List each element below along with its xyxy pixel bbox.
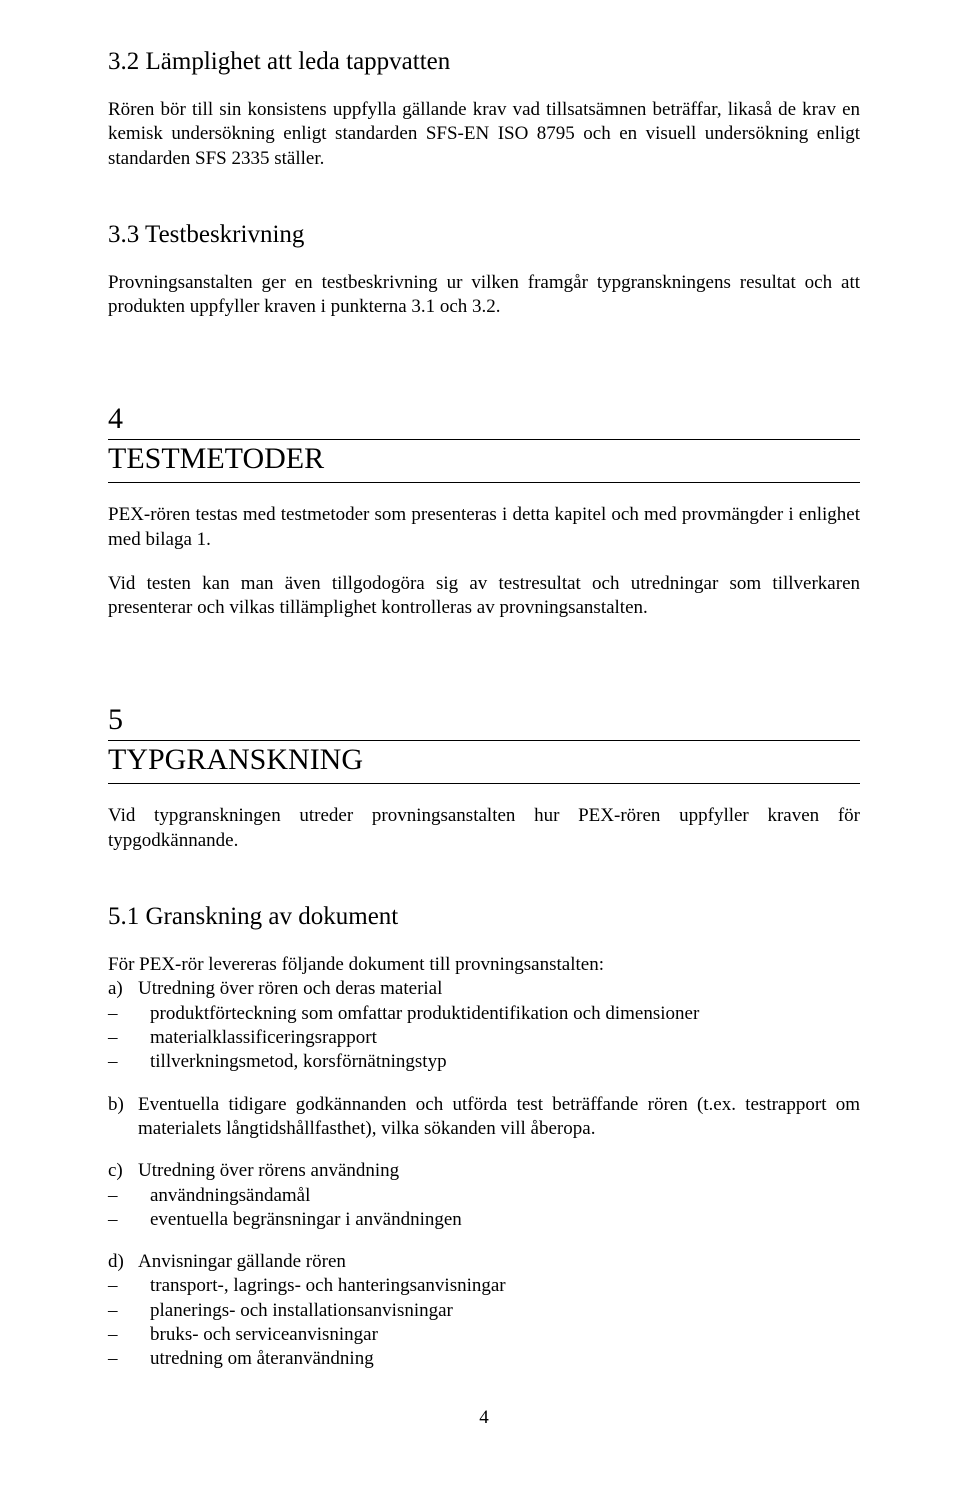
dash-item-text: eventuella begränsningar i användningen: [150, 1208, 860, 1232]
para-3-3: Provningsanstalten ger en testbeskrivnin…: [108, 271, 860, 320]
dash-item-text: utredning om återanvändning: [150, 1347, 860, 1371]
dash-icon: –: [108, 1050, 150, 1074]
dash-item-text: planerings- och installationsanvisningar: [150, 1299, 860, 1323]
dash-item-text: bruks- och serviceanvisningar: [150, 1323, 860, 1347]
section-5-title: TYPGRANSKNING: [108, 741, 860, 784]
list-marker: a): [108, 977, 130, 1001]
dash-item: – planerings- och installationsanvisning…: [108, 1299, 860, 1323]
section-5-number: 5: [108, 701, 860, 741]
list-marker: b): [108, 1093, 130, 1142]
dash-icon: –: [108, 1347, 150, 1371]
list-item-c: c) Utredning över rörens användning: [108, 1159, 860, 1183]
dash-item-text: användningsändamål: [150, 1184, 860, 1208]
para-4-2: Vid testen kan man även tillgodogöra sig…: [108, 572, 860, 621]
dash-item: – bruks- och serviceanvisningar: [108, 1323, 860, 1347]
list-item-a: a) Utredning över rören och deras materi…: [108, 977, 860, 1001]
list-item-text: Utredning över rörens användning: [138, 1159, 860, 1183]
dash-icon: –: [108, 1323, 150, 1347]
dash-icon: –: [108, 1184, 150, 1208]
dash-icon: –: [108, 1274, 150, 1298]
section-4-title: TESTMETODER: [108, 440, 860, 483]
list-group-d: d) Anvisningar gällande rören – transpor…: [108, 1250, 860, 1372]
heading-3-2: 3.2 Lämplighet att leda tappvatten: [108, 46, 860, 78]
dash-item-text: produktförteckning som omfattar produkti…: [150, 1002, 860, 1026]
para-5-1: Vid typgranskningen utreder provningsans…: [108, 804, 860, 853]
list-marker: c): [108, 1159, 130, 1183]
dash-icon: –: [108, 1026, 150, 1050]
para-4-1: PEX-rören testas med testmetoder som pre…: [108, 503, 860, 552]
dash-item-text: tillverkningsmetod, korsförnätningstyp: [150, 1050, 860, 1074]
para-3-2: Rören bör till sin konsistens uppfylla g…: [108, 98, 860, 171]
list-group-a: a) Utredning över rören och deras materi…: [108, 977, 860, 1074]
dash-item: – materialklassificeringsrapport: [108, 1026, 860, 1050]
list-group-c: c) Utredning över rörens användning – an…: [108, 1159, 860, 1232]
dash-item: – tillverkningsmetod, korsförnätningstyp: [108, 1050, 860, 1074]
list-item-text: Anvisningar gällande rören: [138, 1250, 860, 1274]
dash-item: – produktförteckning som omfattar produk…: [108, 1002, 860, 1026]
heading-3-3: 3.3 Testbeskrivning: [108, 219, 860, 251]
dash-icon: –: [108, 1208, 150, 1232]
dash-item-text: materialklassificeringsrapport: [150, 1026, 860, 1050]
heading-5-1: 5.1 Granskning av dokument: [108, 901, 860, 933]
list-item-text: Eventuella tidigare godkännanden och utf…: [138, 1093, 860, 1142]
dash-item: – användningsändamål: [108, 1184, 860, 1208]
dash-item-text: transport-, lagrings- och hanteringsanvi…: [150, 1274, 860, 1298]
dash-item: – eventuella begränsningar i användninge…: [108, 1208, 860, 1232]
list-item-d: d) Anvisningar gällande rören: [108, 1250, 860, 1274]
dash-icon: –: [108, 1002, 150, 1026]
list-group-b: b) Eventuella tidigare godkännanden och …: [108, 1093, 860, 1142]
page-number: 4: [108, 1406, 860, 1430]
dash-icon: –: [108, 1299, 150, 1323]
dash-item: – utredning om återanvändning: [108, 1347, 860, 1371]
section-4-number: 4: [108, 400, 860, 440]
list-marker: d): [108, 1250, 130, 1274]
list-item-b: b) Eventuella tidigare godkännanden och …: [108, 1093, 860, 1142]
dash-item: – transport-, lagrings- och hanteringsan…: [108, 1274, 860, 1298]
list-intro-5-1: För PEX-rör levereras följande dokument …: [108, 953, 860, 977]
list-item-text: Utredning över rören och deras material: [138, 977, 860, 1001]
